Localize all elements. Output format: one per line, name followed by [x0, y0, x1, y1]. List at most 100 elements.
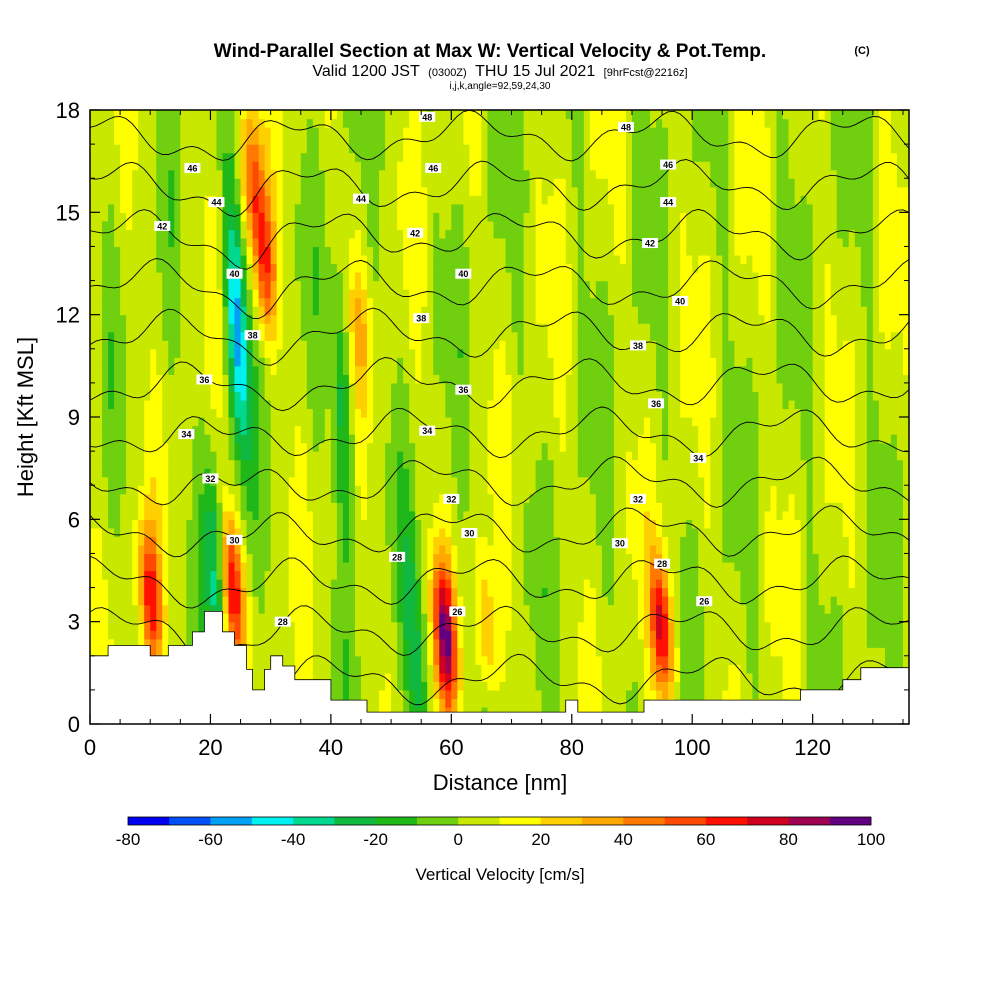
velocity-cell: [276, 195, 284, 205]
velocity-cell: [433, 698, 440, 708]
velocity-cell: [336, 186, 344, 196]
velocity-cell: [433, 229, 440, 239]
velocity-cell: [306, 579, 314, 589]
velocity-cell: [192, 323, 199, 333]
velocity-cell: [204, 604, 212, 614]
velocity-cell: [174, 476, 181, 486]
velocity-cell: [493, 306, 501, 316]
velocity-cell: [198, 570, 206, 580]
velocity-cell: [186, 110, 193, 120]
velocity-cell: [312, 485, 320, 495]
velocity-cell: [276, 144, 284, 154]
velocity-cell: [487, 664, 495, 674]
velocity-cell: [294, 169, 302, 179]
velocity-cell: [90, 237, 97, 248]
velocity-cell: [264, 647, 272, 657]
velocity-cell: [433, 604, 440, 614]
velocity-cell: [415, 263, 422, 273]
velocity-cell: [487, 357, 495, 367]
velocity-cell: [409, 186, 416, 196]
velocity-cell: [198, 519, 206, 529]
velocity-cell: [348, 689, 356, 700]
velocity-cell: [114, 297, 121, 307]
velocity-cell: [379, 519, 386, 529]
velocity-cell: [246, 561, 254, 572]
velocity-cell: [324, 161, 332, 171]
velocity-cell: [192, 314, 199, 324]
velocity-cell: [463, 485, 470, 495]
velocity-cell: [96, 331, 103, 341]
velocity-cell: [463, 152, 470, 162]
velocity-cell: [264, 425, 272, 435]
velocity-cell: [433, 135, 440, 145]
velocity-cell: [397, 519, 404, 529]
velocity-cell: [180, 237, 187, 248]
velocity-cell: [228, 468, 236, 478]
velocity-cell: [90, 408, 97, 418]
velocity-cell: [373, 254, 380, 265]
velocity-cell: [246, 553, 254, 563]
velocity-cell: [306, 169, 314, 179]
velocity-cell: [367, 280, 374, 290]
velocity-cell: [174, 365, 181, 375]
velocity-cell: [96, 118, 103, 128]
velocity-cell: [168, 203, 175, 213]
velocity-cell: [348, 664, 356, 674]
velocity-cell: [156, 485, 163, 495]
velocity-cell: [397, 118, 404, 128]
velocity-cell: [222, 476, 230, 486]
velocity-cell: [385, 323, 392, 333]
velocity-cell: [264, 323, 272, 333]
velocity-cell: [451, 519, 458, 529]
velocity-cell: [493, 331, 501, 341]
velocity-cell: [126, 502, 133, 512]
velocity-cell: [162, 144, 169, 154]
velocity-cell: [198, 289, 206, 299]
velocity-cell: [487, 263, 495, 273]
velocity-cell: [487, 237, 495, 248]
velocity-cell: [475, 579, 483, 589]
velocity-cell: [282, 237, 290, 248]
velocity-cell: [108, 195, 115, 205]
velocity-cell: [102, 630, 109, 640]
velocity-cell: [318, 510, 326, 520]
velocity-cell: [108, 144, 115, 154]
velocity-cell: [114, 476, 121, 486]
velocity-cell: [186, 340, 193, 350]
velocity-cell: [445, 485, 452, 495]
velocity-cell: [198, 476, 206, 486]
velocity-cell: [240, 502, 248, 512]
velocity-cell: [198, 178, 206, 188]
velocity-cell: [481, 272, 489, 282]
velocity-cell: [391, 587, 398, 597]
velocity-cell: [282, 442, 290, 452]
velocity-cell: [150, 306, 157, 316]
velocity-cell: [126, 459, 133, 469]
velocity-cell: [90, 365, 97, 375]
velocity-cell: [439, 655, 446, 665]
velocity-cell: [415, 587, 422, 597]
velocity-cell: [336, 340, 344, 350]
velocity-cell: [114, 527, 121, 537]
velocity-cell: [451, 664, 458, 674]
velocity-cell: [505, 553, 513, 563]
velocity-cell: [336, 212, 344, 222]
velocity-cell: [475, 161, 483, 171]
velocity-cell: [481, 672, 489, 682]
velocity-cell: [415, 425, 422, 435]
velocity-cell: [270, 391, 278, 401]
velocity-cell: [264, 203, 272, 213]
velocity-cell: [192, 527, 199, 537]
velocity-cell: [180, 280, 187, 290]
velocity-cell: [433, 118, 440, 128]
velocity-cell: [180, 323, 187, 333]
velocity-cell: [457, 672, 464, 682]
velocity-cell: [487, 314, 495, 324]
velocity-cell: [439, 579, 446, 589]
velocity-cell: [246, 451, 254, 461]
velocity-cell: [90, 374, 97, 384]
velocity-cell: [210, 229, 218, 239]
velocity-cell: [354, 391, 362, 401]
velocity-cell: [192, 553, 199, 563]
velocity-cell: [324, 382, 332, 393]
